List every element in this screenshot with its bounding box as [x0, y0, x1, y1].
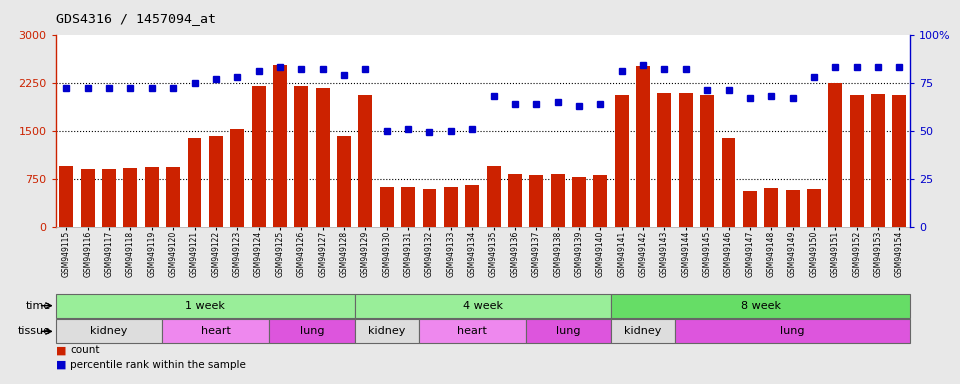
- Text: lung: lung: [300, 326, 324, 336]
- Bar: [871, 94, 885, 227]
- Bar: [551, 174, 564, 227]
- Bar: [675, 319, 910, 343]
- Text: heart: heart: [457, 326, 487, 336]
- Bar: [358, 95, 372, 227]
- Bar: [380, 187, 394, 227]
- Text: ■: ■: [56, 345, 66, 355]
- Text: percentile rank within the sample: percentile rank within the sample: [70, 360, 246, 370]
- Bar: [508, 174, 522, 227]
- Bar: [764, 188, 779, 227]
- Text: kidney: kidney: [90, 326, 128, 336]
- Bar: [102, 169, 116, 227]
- Bar: [355, 294, 611, 318]
- Bar: [316, 88, 329, 227]
- Bar: [593, 175, 608, 227]
- Bar: [722, 138, 735, 227]
- Bar: [269, 319, 354, 343]
- Text: kidney: kidney: [624, 326, 661, 336]
- Bar: [187, 138, 202, 227]
- Bar: [295, 86, 308, 227]
- Bar: [636, 66, 650, 227]
- Bar: [56, 319, 162, 343]
- Bar: [700, 95, 714, 227]
- Bar: [807, 189, 821, 227]
- Bar: [252, 86, 266, 227]
- Bar: [466, 185, 479, 227]
- Bar: [828, 83, 842, 227]
- Text: kidney: kidney: [368, 326, 405, 336]
- Bar: [124, 168, 137, 227]
- Bar: [658, 93, 671, 227]
- Bar: [526, 319, 611, 343]
- Bar: [230, 129, 244, 227]
- Bar: [611, 319, 675, 343]
- Bar: [444, 187, 458, 227]
- Bar: [209, 136, 223, 227]
- Bar: [401, 187, 415, 227]
- Text: GDS4316 / 1457094_at: GDS4316 / 1457094_at: [56, 12, 216, 25]
- Bar: [419, 319, 526, 343]
- Text: time: time: [26, 301, 51, 311]
- Text: ■: ■: [56, 360, 66, 370]
- Bar: [355, 319, 419, 343]
- Bar: [893, 95, 906, 227]
- Text: count: count: [70, 345, 100, 355]
- Bar: [614, 95, 629, 227]
- Text: lung: lung: [556, 326, 581, 336]
- Bar: [679, 93, 693, 227]
- Bar: [529, 175, 543, 227]
- Bar: [60, 166, 73, 227]
- Bar: [422, 189, 437, 227]
- Bar: [487, 166, 500, 227]
- Bar: [743, 191, 756, 227]
- Bar: [572, 177, 586, 227]
- Bar: [611, 294, 910, 318]
- Bar: [337, 136, 351, 227]
- Bar: [166, 167, 180, 227]
- Bar: [785, 190, 800, 227]
- Text: 8 week: 8 week: [740, 301, 780, 311]
- Text: tissue: tissue: [18, 326, 51, 336]
- Text: 1 week: 1 week: [185, 301, 226, 311]
- Bar: [162, 319, 269, 343]
- Bar: [273, 65, 287, 227]
- Bar: [56, 294, 354, 318]
- Bar: [145, 167, 158, 227]
- Bar: [81, 169, 95, 227]
- Text: 4 week: 4 week: [463, 301, 503, 311]
- Text: heart: heart: [201, 326, 230, 336]
- Bar: [850, 95, 864, 227]
- Text: lung: lung: [780, 326, 804, 336]
